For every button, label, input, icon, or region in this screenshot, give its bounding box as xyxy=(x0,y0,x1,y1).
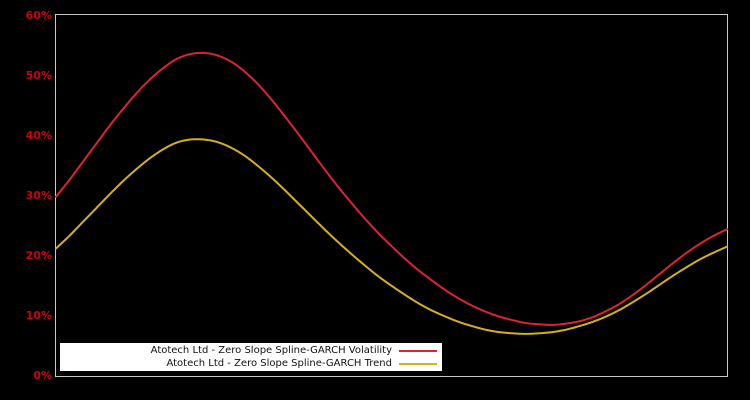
chart-legend: Atotech Ltd - Zero Slope Spline-GARCH Vo… xyxy=(60,343,442,371)
y-axis-tick-label: 50% xyxy=(25,69,52,82)
legend-entry-trend: Atotech Ltd - Zero Slope Spline-GARCH Tr… xyxy=(60,357,437,370)
y-axis-tick-label: 0% xyxy=(33,369,52,382)
legend-swatch-volatility xyxy=(399,349,437,352)
y-axis-tick-label: 10% xyxy=(25,309,52,322)
y-axis-tick-label: 20% xyxy=(25,249,52,262)
plot-area xyxy=(55,14,728,377)
legend-swatch-trend xyxy=(399,362,437,365)
y-axis-tick-label: 60% xyxy=(25,9,52,22)
legend-entry-volatility: Atotech Ltd - Zero Slope Spline-GARCH Vo… xyxy=(60,344,437,357)
legend-label-trend: Atotech Ltd - Zero Slope Spline-GARCH Tr… xyxy=(166,357,392,369)
y-axis-tick-label: 40% xyxy=(25,129,52,142)
legend-label-volatility: Atotech Ltd - Zero Slope Spline-GARCH Vo… xyxy=(150,344,392,356)
y-axis-tick-label: 30% xyxy=(25,189,52,202)
